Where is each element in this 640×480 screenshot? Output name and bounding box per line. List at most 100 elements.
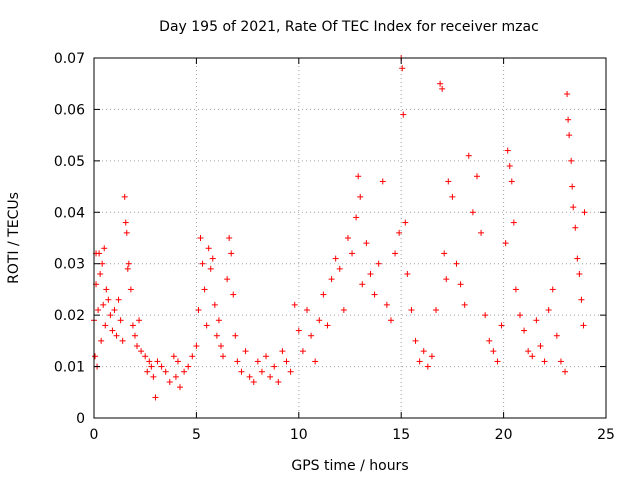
data-point — [562, 368, 569, 375]
data-point — [105, 296, 112, 303]
data-point — [428, 353, 435, 360]
data-point — [565, 116, 572, 123]
data-point — [189, 353, 196, 360]
data-point — [254, 358, 261, 365]
data-point — [564, 91, 571, 97]
data-point — [498, 322, 505, 329]
data-point — [154, 358, 161, 365]
data-point — [291, 301, 298, 308]
data-point — [439, 85, 446, 92]
x-tick-label: 25 — [597, 427, 615, 443]
data-point — [324, 322, 331, 329]
data-point — [275, 379, 282, 385]
data-point — [359, 281, 366, 288]
data-point — [96, 250, 103, 257]
data-point — [344, 235, 351, 241]
data-point — [279, 348, 286, 355]
data-point — [445, 178, 452, 185]
data-point — [537, 343, 544, 349]
data-point — [158, 363, 165, 370]
data-point — [125, 260, 132, 267]
data-point — [457, 281, 464, 288]
data-point — [201, 286, 208, 293]
data-point — [449, 193, 456, 200]
x-axis-label: GPS time / hours — [291, 458, 408, 474]
data-point — [490, 348, 497, 355]
data-point — [181, 368, 188, 375]
data-point — [232, 332, 239, 339]
data-point — [122, 219, 129, 226]
x-tick-labels: 0 5 10 15 20 25 — [90, 427, 615, 443]
data-point — [349, 250, 356, 257]
data-point — [129, 322, 136, 329]
y-tick-label: 0.03 — [54, 257, 85, 273]
data-point — [412, 337, 419, 344]
data-point — [320, 291, 327, 298]
data-point — [353, 214, 360, 221]
data-point — [101, 245, 108, 252]
data-point — [541, 358, 548, 365]
data-point — [246, 373, 253, 380]
data-point — [250, 379, 257, 385]
data-point — [316, 317, 323, 324]
data-point — [205, 245, 212, 252]
data-point — [115, 296, 122, 303]
data-point — [580, 322, 587, 329]
data-point — [312, 358, 319, 365]
data-point — [185, 363, 192, 370]
data-point — [553, 332, 560, 339]
data-point — [581, 209, 588, 216]
data-point — [521, 327, 528, 334]
data-point — [375, 260, 382, 267]
data-point — [197, 235, 204, 241]
data-point — [367, 271, 374, 277]
data-point — [569, 183, 576, 190]
data-point — [124, 265, 131, 272]
data-point — [303, 307, 310, 313]
data-point — [150, 373, 157, 380]
data-point — [533, 317, 540, 324]
data-point — [136, 317, 143, 324]
data-point — [295, 327, 302, 334]
data-point — [213, 332, 220, 339]
data-point — [177, 384, 184, 391]
data-point — [144, 368, 151, 375]
data-point — [102, 322, 109, 329]
data-point — [416, 358, 423, 365]
data-point — [166, 379, 173, 385]
data-point — [113, 332, 120, 339]
data-point — [193, 343, 200, 349]
plot-frame — [93, 57, 607, 419]
data-point — [568, 157, 575, 164]
data-point — [408, 307, 415, 313]
data-point — [107, 312, 114, 319]
data-point — [152, 394, 159, 401]
data-point — [461, 301, 468, 308]
data-point — [332, 255, 339, 262]
data-point — [494, 358, 501, 365]
data-point — [263, 353, 270, 360]
data-point — [209, 255, 216, 262]
data-point — [402, 219, 409, 226]
data-point — [242, 348, 249, 355]
data-point — [228, 250, 235, 257]
x-tick-label: 10 — [290, 427, 308, 443]
data-point — [97, 271, 104, 277]
data-point — [576, 271, 583, 277]
data-point — [99, 260, 106, 267]
data-point — [510, 219, 517, 226]
data-point — [469, 209, 476, 216]
data-point — [529, 353, 536, 360]
data-point — [92, 353, 99, 360]
chart-title: Day 195 of 2021, Rate Of TEC Index for r… — [159, 19, 539, 35]
data-point — [557, 358, 564, 365]
data-point — [437, 80, 444, 87]
y-tick-label: 0.07 — [54, 51, 85, 67]
data-point — [486, 337, 493, 344]
y-tick-label: 0 — [76, 411, 85, 427]
grid-lines — [94, 58, 606, 418]
data-point — [570, 204, 577, 211]
y-tick-label: 0.01 — [54, 360, 85, 376]
data-point — [217, 343, 224, 349]
